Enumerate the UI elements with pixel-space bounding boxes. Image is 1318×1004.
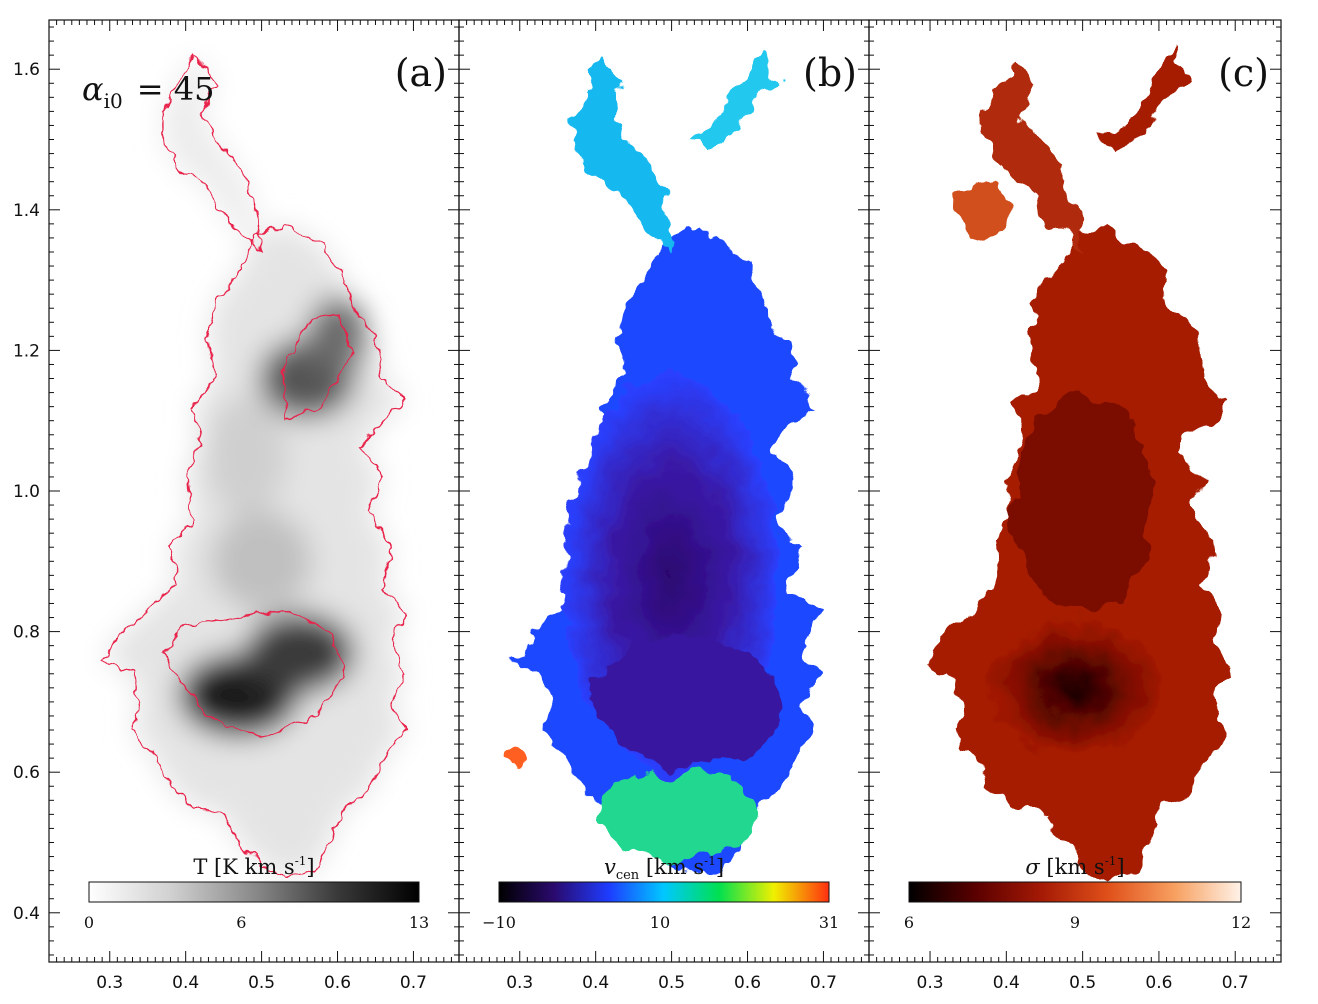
x-tick-label: 0.7 (400, 973, 427, 993)
y-tick-label: 1.4 (13, 201, 40, 221)
panel-b (459, 20, 869, 962)
x-tick-label: 0.7 (810, 973, 837, 993)
y-tick-label: 0.4 (13, 904, 40, 924)
y-tick-label: 0.8 (13, 623, 40, 643)
x-tick-label: 0.3 (96, 973, 123, 993)
colorbar-tick-label: 0 (84, 913, 94, 932)
colorbar-tick-label: −10 (482, 913, 516, 932)
panel-b-velocity-map (500, 48, 816, 878)
x-tick-label: 0.5 (1069, 973, 1096, 993)
x-tick-label: 0.6 (734, 973, 761, 993)
colorbar-tick-label: 12 (1231, 913, 1251, 932)
x-tick-label: 0.7 (1222, 973, 1249, 993)
y-tick-label: 1.0 (13, 482, 40, 502)
panel-a-intensity (102, 55, 406, 878)
colorbar-tick-label: 6 (904, 913, 914, 932)
x-tick-label: 0.3 (917, 973, 944, 993)
colorbar-tick-label: 9 (1070, 913, 1080, 932)
colorbar-tick-label: 31 (819, 913, 839, 932)
panel-a (49, 20, 459, 962)
y-tick-label: 0.6 (13, 763, 40, 783)
alpha-symbol: α (82, 70, 104, 108)
colorbar-tick-label: 10 (650, 913, 670, 932)
colorbar-tick-label: 13 (409, 913, 429, 932)
colorbar-title-c: σ [km s-1] (1025, 854, 1124, 879)
panel-label-b: (b) (803, 51, 857, 95)
alpha-subscript: i0 (104, 89, 123, 113)
colorbar-c (908, 881, 1242, 903)
colorbar-a (88, 881, 420, 903)
y-tick-label: 1.2 (13, 341, 40, 361)
x-tick-label: 0.5 (658, 973, 685, 993)
x-tick-label: 0.4 (993, 973, 1020, 993)
panel-label-a: (a) (395, 51, 447, 95)
axes-layer: 0.3 0.4 0.5 0.6 0.7 (a) 0 6 13 T [K km s-1] 0.3 0.4… (13, 19, 1282, 993)
x-tick-label: 0.4 (172, 973, 199, 993)
colorbar-title-a: T [K km s-1] (193, 854, 314, 879)
colorbar-title-b: vcen [km s-1] (604, 854, 724, 883)
x-tick-label: 0.3 (506, 973, 533, 993)
x-tick-label: 0.6 (1145, 973, 1172, 993)
y-tick-label: 1.6 (13, 60, 40, 80)
alpha-annotation: αi0 = 45 (82, 70, 214, 113)
alpha-value: = 45 (137, 70, 215, 108)
colorbar-b (498, 881, 830, 903)
colorbar-tick-label: 6 (236, 913, 246, 932)
x-tick-label: 0.5 (248, 973, 275, 993)
panel-c-dispersion-map (922, 48, 1228, 878)
panel-label-c: (c) (1218, 51, 1269, 95)
x-tick-label: 0.6 (324, 973, 351, 993)
panel-a-contours (101, 53, 407, 879)
x-tick-label: 0.4 (582, 973, 609, 993)
panel-c (869, 20, 1281, 962)
